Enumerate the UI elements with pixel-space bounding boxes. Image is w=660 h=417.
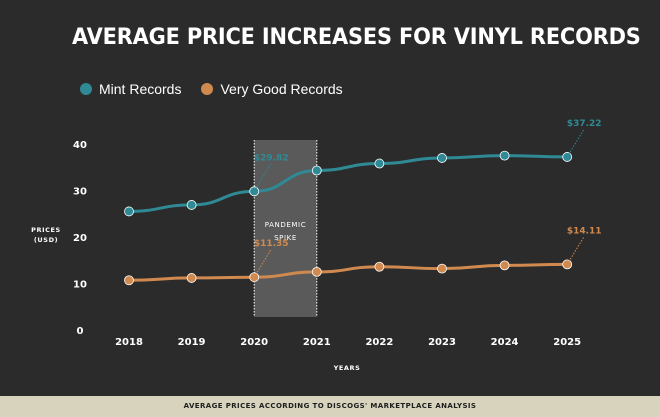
annotations-group: $29.82 $37.22 $11.35 $14.11	[253, 119, 602, 278]
legend-label-mint: Mint Records	[99, 81, 182, 97]
x-tick-label: 2020	[240, 337, 268, 348]
annotation-leader	[566, 236, 585, 265]
x-tick-label: 2019	[178, 337, 206, 348]
y-tick-label: 10	[73, 280, 87, 291]
shade-label-line: PANDEMIC	[265, 221, 306, 229]
y-tick-label: 30	[73, 187, 87, 198]
legend-label-very-good: Very Good Records	[220, 81, 343, 97]
data-point	[437, 153, 447, 163]
annotation-leader	[566, 128, 585, 158]
data-point	[124, 206, 134, 217]
data-point	[186, 200, 197, 210]
shade-label-line: SPIKE	[274, 234, 297, 242]
annotation-leader	[253, 163, 272, 192]
x-axis-label: YEARS	[333, 364, 361, 372]
legend-item-very-good: Very Good Records	[201, 81, 343, 97]
shaded-region-group: PANDEMIC SPIKE	[253, 140, 318, 317]
y-axis-label: PRICES	[31, 226, 61, 234]
legend-swatch-very-good	[201, 83, 214, 95]
x-tick-label: 2021	[303, 337, 331, 348]
chart-title: AVERAGE PRICE INCREASES FOR VINYL RECORD…	[72, 24, 641, 50]
series-line	[128, 262, 568, 282]
data-label: $29.82	[254, 153, 289, 163]
data-point	[374, 261, 385, 272]
data-point	[499, 150, 510, 161]
legend-item-mint: Mint Records	[80, 81, 181, 97]
annotation-leader	[253, 248, 272, 278]
series-group	[124, 150, 573, 286]
x-tick-label: 2024	[491, 337, 519, 348]
y-tick-label: 0	[77, 326, 84, 337]
y-tick-label: 20	[73, 233, 87, 244]
line-chart: PANDEMIC SPIKE 0 10 20 30 40 2018 2019 2020 2021 2…	[31, 119, 602, 372]
data-label: $37.22	[567, 119, 602, 129]
y-axis-label: (USD)	[34, 236, 58, 244]
x-tick-label: 2022	[365, 337, 393, 348]
y-tick-label: 40	[73, 140, 87, 151]
legend-swatch-mint	[80, 83, 92, 95]
x-tick-label: 2025	[553, 337, 581, 348]
data-point	[311, 266, 322, 277]
data-label: $11.35	[254, 239, 289, 249]
data-point	[311, 165, 322, 176]
data-point	[374, 158, 385, 169]
data-label: $14.11	[567, 226, 602, 236]
shaded-region	[254, 140, 317, 317]
series-line	[128, 154, 568, 213]
data-point	[437, 263, 447, 274]
legend: Mint Records Very Good Records	[80, 81, 363, 97]
footer-caption: AVERAGE PRICES ACCORDING TO DISCOGS' MAR…	[0, 396, 660, 417]
data-point	[124, 275, 134, 286]
axes-group: 0 10 20 30 40 2018 2019 2020 2021 2022 2023 2024 202…	[31, 140, 581, 372]
data-point	[186, 273, 197, 283]
x-tick-label: 2023	[428, 337, 456, 348]
data-point	[499, 260, 510, 271]
x-tick-label: 2018	[115, 337, 143, 348]
